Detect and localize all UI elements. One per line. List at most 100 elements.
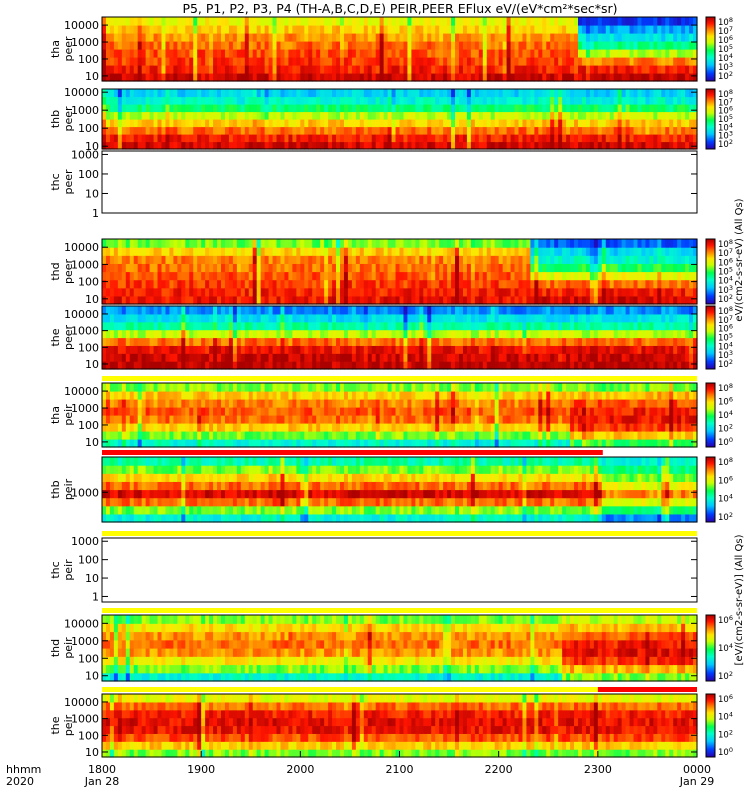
- y-tick-label: 100: [78, 419, 99, 432]
- y-tick-label: 10: [85, 572, 99, 585]
- panel-instrument-label: peer: [62, 169, 75, 195]
- colorbar-tick-label: 102: [718, 728, 733, 740]
- colorbar-labels: eV/(cm2-s-sr-eV) (All Qs) [eV/(cm2-s-sr-…: [734, 198, 745, 665]
- panel-probe-label: thd: [49, 262, 62, 280]
- panel-probe-label: thc: [49, 561, 62, 578]
- y-tick-label: 1000: [71, 635, 99, 648]
- panel-instrument-label: peir: [62, 714, 75, 736]
- y-tick-label: 10000: [64, 385, 99, 398]
- y-tick-label: 100: [78, 729, 99, 742]
- x-tick-label: 1900: [187, 763, 215, 776]
- panel-frame: [102, 538, 697, 602]
- panel-probe-label: tha: [49, 406, 62, 424]
- colorbar-tick-label: 104: [718, 409, 733, 421]
- spectrogram-cells: [102, 17, 698, 82]
- panel-instrument-label: peir: [62, 404, 75, 426]
- panel-instrument-label: peir: [62, 637, 75, 659]
- panel-probe-label: thd: [49, 639, 62, 657]
- colorbar-tick-label: 102: [718, 293, 733, 305]
- y-tick-label: 10: [85, 358, 99, 371]
- y-tick-label: 100: [78, 341, 99, 354]
- status-strip: [102, 608, 697, 613]
- y-tick-label: 1000: [71, 148, 99, 161]
- colorbar-tick-label: 100: [718, 436, 733, 448]
- status-strip-alt: [598, 687, 697, 692]
- y-tick-label: 1: [92, 590, 99, 603]
- colorbar: [706, 239, 715, 304]
- panel-instrument-label: peer: [62, 36, 75, 62]
- status-strip: [102, 450, 603, 455]
- panel-instrument-label: peer: [62, 106, 75, 132]
- y-tick-label: 10: [85, 746, 99, 759]
- chart-title: P5, P1, P2, P3, P4 (TH-A,B,C,D,E) PEIR,P…: [182, 1, 617, 16]
- colorbar-tick-label: 104: [718, 642, 733, 654]
- y-tick-label: 10000: [64, 617, 99, 630]
- y-tick-label: 100: [78, 652, 99, 665]
- y-tick-label: 10: [85, 70, 99, 83]
- y-tick-label: 10: [85, 293, 99, 306]
- y-tick-label: 1000: [71, 486, 99, 499]
- x-tick-label: 2000: [286, 763, 314, 776]
- y-tick-label: 1000: [71, 402, 99, 415]
- panel-instrument-label: peer: [62, 325, 75, 351]
- colorbar-tick-label: 108: [718, 456, 733, 468]
- y-tick-label: 10: [85, 436, 99, 449]
- colorbar-label-upper: eV/(cm2-s-sr-eV) (All Qs): [734, 198, 745, 321]
- spectrogram-cells: [102, 615, 698, 682]
- y-tick-label: 10000: [64, 696, 99, 709]
- panel-probe-label: thc: [49, 173, 62, 190]
- status-strip: [102, 376, 697, 381]
- y-tick-label: 10: [85, 670, 99, 683]
- colorbar-tick-label: 100: [718, 746, 733, 758]
- colorbar-tick-label: 102: [718, 70, 733, 82]
- x-tick-label: 2300: [584, 763, 612, 776]
- y-tick-label: 10000: [64, 241, 99, 254]
- x-tick-date: Jan 28: [84, 775, 119, 788]
- y-tick-label: 1000: [71, 535, 99, 548]
- colorbar: [706, 89, 715, 149]
- y-tick-label: 100: [78, 168, 99, 181]
- y-tick-label: 100: [78, 53, 99, 66]
- panel-frame: [102, 151, 697, 213]
- y-tick-label: 1: [92, 207, 99, 220]
- panel-probe-label: the: [49, 716, 62, 734]
- colorbar: [706, 17, 715, 81]
- y-tick-label: 100: [78, 276, 99, 289]
- panel-probe-label: thb: [49, 110, 62, 128]
- colorbar-tick-label: 102: [718, 358, 733, 370]
- colorbar-tick-label: 102: [718, 423, 733, 435]
- colorbar-tick-label: 102: [718, 138, 733, 150]
- x-tick-label: 2200: [485, 763, 513, 776]
- colorbar-tick-label: 106: [718, 693, 733, 705]
- colorbar-label-lower: [eV/(cm2-s-sr-eV)] (All Qs): [734, 534, 745, 665]
- y-tick-label: 100: [78, 122, 99, 135]
- colorbar-tick-label: 102: [718, 670, 733, 682]
- spectrogram-cells: [102, 306, 698, 370]
- spectrogram-cells: [102, 383, 698, 448]
- spectrogram-cells: [102, 89, 698, 150]
- y-tick-label: 1000: [71, 36, 99, 49]
- y-tick-label: 1000: [71, 258, 99, 271]
- colorbar-tick-label: 106: [718, 396, 733, 408]
- y-tick-label: 10000: [64, 308, 99, 321]
- panel-instrument-label: peir: [62, 478, 75, 500]
- x-tick-label: 2100: [386, 763, 414, 776]
- colorbar-tick-label: 106: [718, 474, 733, 486]
- colorbar-tick-label: 104: [718, 711, 733, 723]
- y-tick-label: 1000: [71, 104, 99, 117]
- colorbar: [706, 457, 715, 522]
- status-strip: [102, 687, 598, 692]
- x-tick-date: Jan 29: [679, 775, 714, 788]
